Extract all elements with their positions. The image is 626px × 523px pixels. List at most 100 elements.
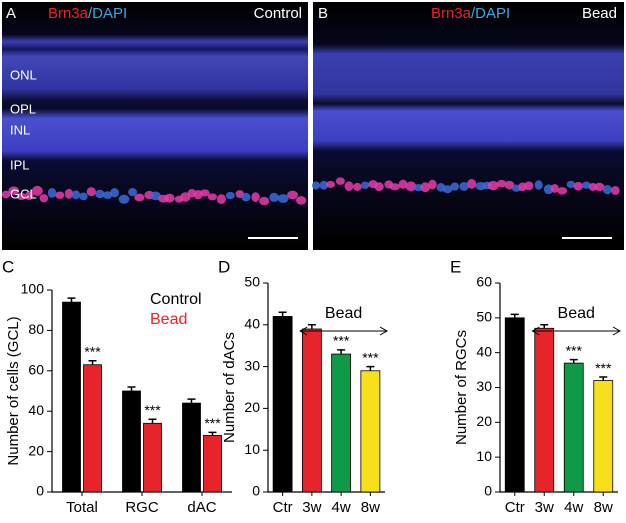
panel-letter: C (2, 257, 14, 276)
y-tick-label: 40 (28, 402, 44, 418)
error-bar (278, 311, 287, 317)
cell (241, 192, 251, 202)
cell (467, 178, 477, 189)
cell (573, 181, 584, 191)
cell (47, 187, 57, 198)
layer-label: ONL (10, 67, 37, 82)
x-tick-label: Ctr (273, 499, 293, 516)
layer-label: OPL (10, 101, 36, 116)
cell-layer (1, 177, 620, 206)
cell (389, 183, 401, 191)
error-bar (187, 398, 196, 404)
cell (326, 180, 336, 188)
x-tick-label: dAC (187, 499, 216, 516)
cell (374, 182, 384, 191)
y-tick-label: 0 (484, 483, 492, 499)
cell (610, 186, 620, 195)
error-bar (569, 358, 578, 364)
cell (55, 191, 65, 199)
y-tick-label: 100 (21, 281, 45, 297)
y-tick-label: 20 (244, 399, 260, 415)
cell (64, 188, 74, 199)
bar (143, 422, 162, 493)
cell (128, 188, 138, 197)
cell (524, 181, 534, 191)
cell (251, 192, 260, 202)
bar (534, 327, 555, 493)
bar (182, 402, 201, 493)
bar (203, 435, 222, 493)
x-tick-label: 3w (535, 499, 554, 516)
significance: *** (362, 349, 379, 365)
y-tick-label: 60 (28, 362, 44, 378)
annotation: Bead (325, 305, 362, 322)
layer-label: IPL (10, 157, 30, 172)
cell (1, 190, 11, 199)
y-tick-label: 50 (476, 309, 492, 325)
condition-label: Control (254, 5, 302, 22)
bar (122, 390, 141, 493)
legend-entry: Control (150, 291, 202, 308)
annotation-arrow (299, 326, 389, 336)
condition-label: Bead (582, 5, 617, 22)
cell (164, 193, 175, 203)
error-bar (208, 431, 217, 436)
significance: *** (595, 360, 612, 376)
cell (496, 179, 507, 188)
cell (405, 181, 417, 192)
significance: *** (204, 415, 221, 431)
y-tick-label: 30 (476, 378, 492, 394)
y-tick-label: 20 (28, 442, 44, 458)
y-tick-label: 40 (476, 343, 492, 359)
legend-entry: Bead (150, 311, 187, 328)
counterstain-label: /DAPI (471, 5, 510, 22)
x-tick-label: Ctr (505, 499, 525, 516)
y-tick-label: 0 (36, 483, 44, 499)
y-axis-label: Number of RGCs (453, 330, 470, 445)
y-axis-label: Number of dACs (221, 332, 238, 443)
counterstain-label: /DAPI (88, 5, 127, 22)
cell (442, 185, 453, 194)
panel-letter: A (6, 5, 16, 22)
y-tick-label: 30 (244, 357, 260, 373)
y-axis-label: Number of cells (GCL) (5, 316, 22, 465)
cell (534, 180, 543, 190)
layer-label: INL (10, 122, 30, 137)
cell (8, 186, 20, 196)
cell (450, 182, 459, 191)
bar (563, 362, 584, 493)
bar (504, 317, 525, 493)
x-tick-label: 3w (302, 499, 321, 516)
x-tick-label: 4w (332, 499, 351, 516)
y-tick-label: 0 (252, 483, 260, 499)
cell (95, 189, 105, 199)
cell (259, 196, 270, 206)
cell (319, 180, 329, 190)
y-tick-label: 60 (476, 274, 492, 290)
cell (566, 180, 576, 189)
layer-label: GCL (10, 186, 37, 201)
annotation: Bead (558, 305, 595, 322)
cell (134, 193, 145, 202)
cell (428, 179, 437, 190)
cell (216, 194, 226, 205)
cell (269, 192, 279, 202)
x-tick-label: 8w (594, 499, 613, 516)
cell (102, 191, 113, 200)
cell (287, 190, 298, 200)
cell (311, 181, 321, 190)
cell (295, 196, 307, 205)
cell (335, 177, 345, 185)
error-bar (307, 324, 316, 329)
error-bar (599, 376, 608, 381)
cell (344, 181, 354, 192)
error-bar (366, 365, 375, 371)
cell (31, 185, 43, 196)
x-tick-label: Total (66, 499, 98, 516)
significance: *** (84, 343, 101, 359)
cell (71, 190, 81, 200)
x-tick-label: 4w (564, 499, 583, 516)
micrograph-bead (313, 2, 624, 250)
bar (360, 370, 381, 493)
